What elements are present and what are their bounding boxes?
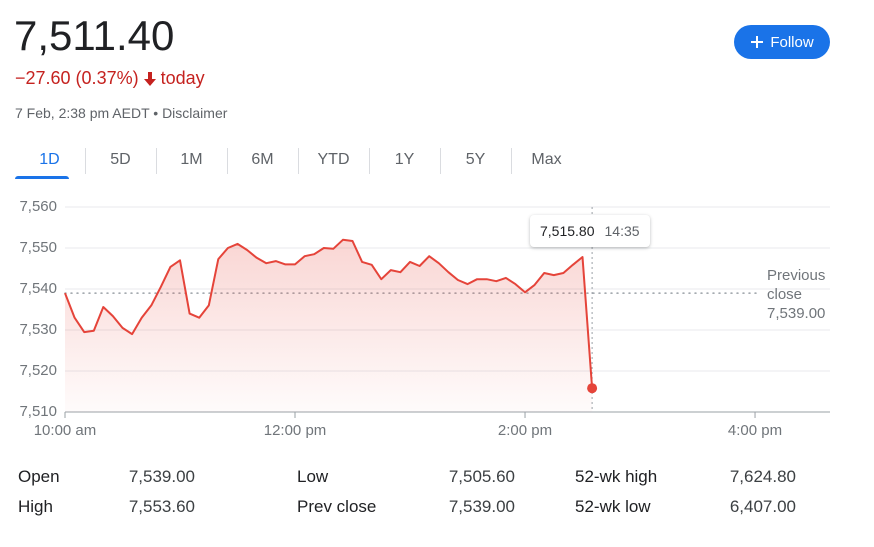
tooltip-time: 14:35 — [604, 223, 640, 239]
previous-close-label: Previous close — [767, 267, 826, 303]
stat-value: 7,505.60 — [448, 467, 515, 486]
stat-value: 7,539.00 — [128, 467, 195, 486]
range-tab[interactable]: YTD — [298, 145, 369, 175]
x-tick-label: 4:00 pm — [728, 422, 782, 439]
y-tick-label: 7,530 — [19, 321, 57, 338]
stat-label: Low — [297, 467, 329, 486]
timestamp: 7 Feb, 2:38 pm AEDT — [15, 105, 150, 121]
price-line — [64, 238, 594, 389]
follow-label: Follow — [770, 33, 814, 51]
range-tabs: 1D 5D 1M 6M YTD 1Y 5Y Max — [14, 145, 582, 179]
stat-label: High — [18, 497, 53, 516]
x-tick-label: 2:00 pm — [498, 422, 552, 439]
x-tick-label: 12:00 pm — [264, 422, 327, 439]
stat-label: 52-wk low — [575, 497, 651, 516]
stat-value: 7,539.00 — [448, 497, 515, 516]
y-tick-label: 7,510 — [19, 403, 57, 420]
stat-label: 52-wk high — [575, 467, 658, 486]
change-period: today — [160, 68, 205, 88]
y-tick-label: 7,540 — [19, 280, 57, 297]
timestamp-row: 7 Feb, 2:38 pm AEDT • Disclaimer — [15, 105, 228, 121]
stat-value: 7,624.80 — [729, 467, 796, 486]
y-tick-label: 7,560 — [19, 198, 57, 215]
tooltip: 7,515.80 14:35 — [530, 215, 650, 247]
stat-value: 6,407.00 — [729, 497, 796, 516]
y-tick-label: 7,520 — [19, 362, 57, 379]
range-tab[interactable]: 1Y — [369, 145, 440, 175]
plus-icon — [751, 36, 764, 48]
change-row: −27.60 (0.37%) today — [15, 68, 205, 89]
stat-label: Prev close — [297, 497, 377, 516]
range-tab[interactable]: 5D — [85, 145, 156, 175]
disclaimer[interactable]: Disclaimer — [162, 105, 228, 121]
range-tab[interactable]: Max — [511, 145, 582, 175]
change: −27.60 (0.37%) — [15, 68, 139, 88]
range-tab[interactable]: 5Y — [440, 145, 511, 175]
range-tab[interactable]: 6M — [227, 145, 298, 175]
x-tick-label: 10:00 am — [34, 422, 97, 439]
hover-point — [587, 383, 598, 394]
tooltip-value: 7,515.80 — [540, 223, 595, 239]
follow-button[interactable]: Follow — [734, 25, 830, 59]
previous-close: Previous close 7,539.00 — [767, 266, 837, 323]
range-tab[interactable]: 1M — [156, 145, 227, 175]
previous-close-value: 7,539.00 — [767, 305, 826, 322]
price: 7,511.40 — [14, 12, 175, 59]
range-tab[interactable]: 1D — [14, 145, 85, 179]
y-tick-label: 7,550 — [19, 239, 57, 256]
price-area — [65, 239, 593, 412]
stat-label: Open — [18, 467, 60, 486]
down-arrow — [143, 71, 156, 86]
stat-value: 7,553.60 — [128, 497, 195, 516]
